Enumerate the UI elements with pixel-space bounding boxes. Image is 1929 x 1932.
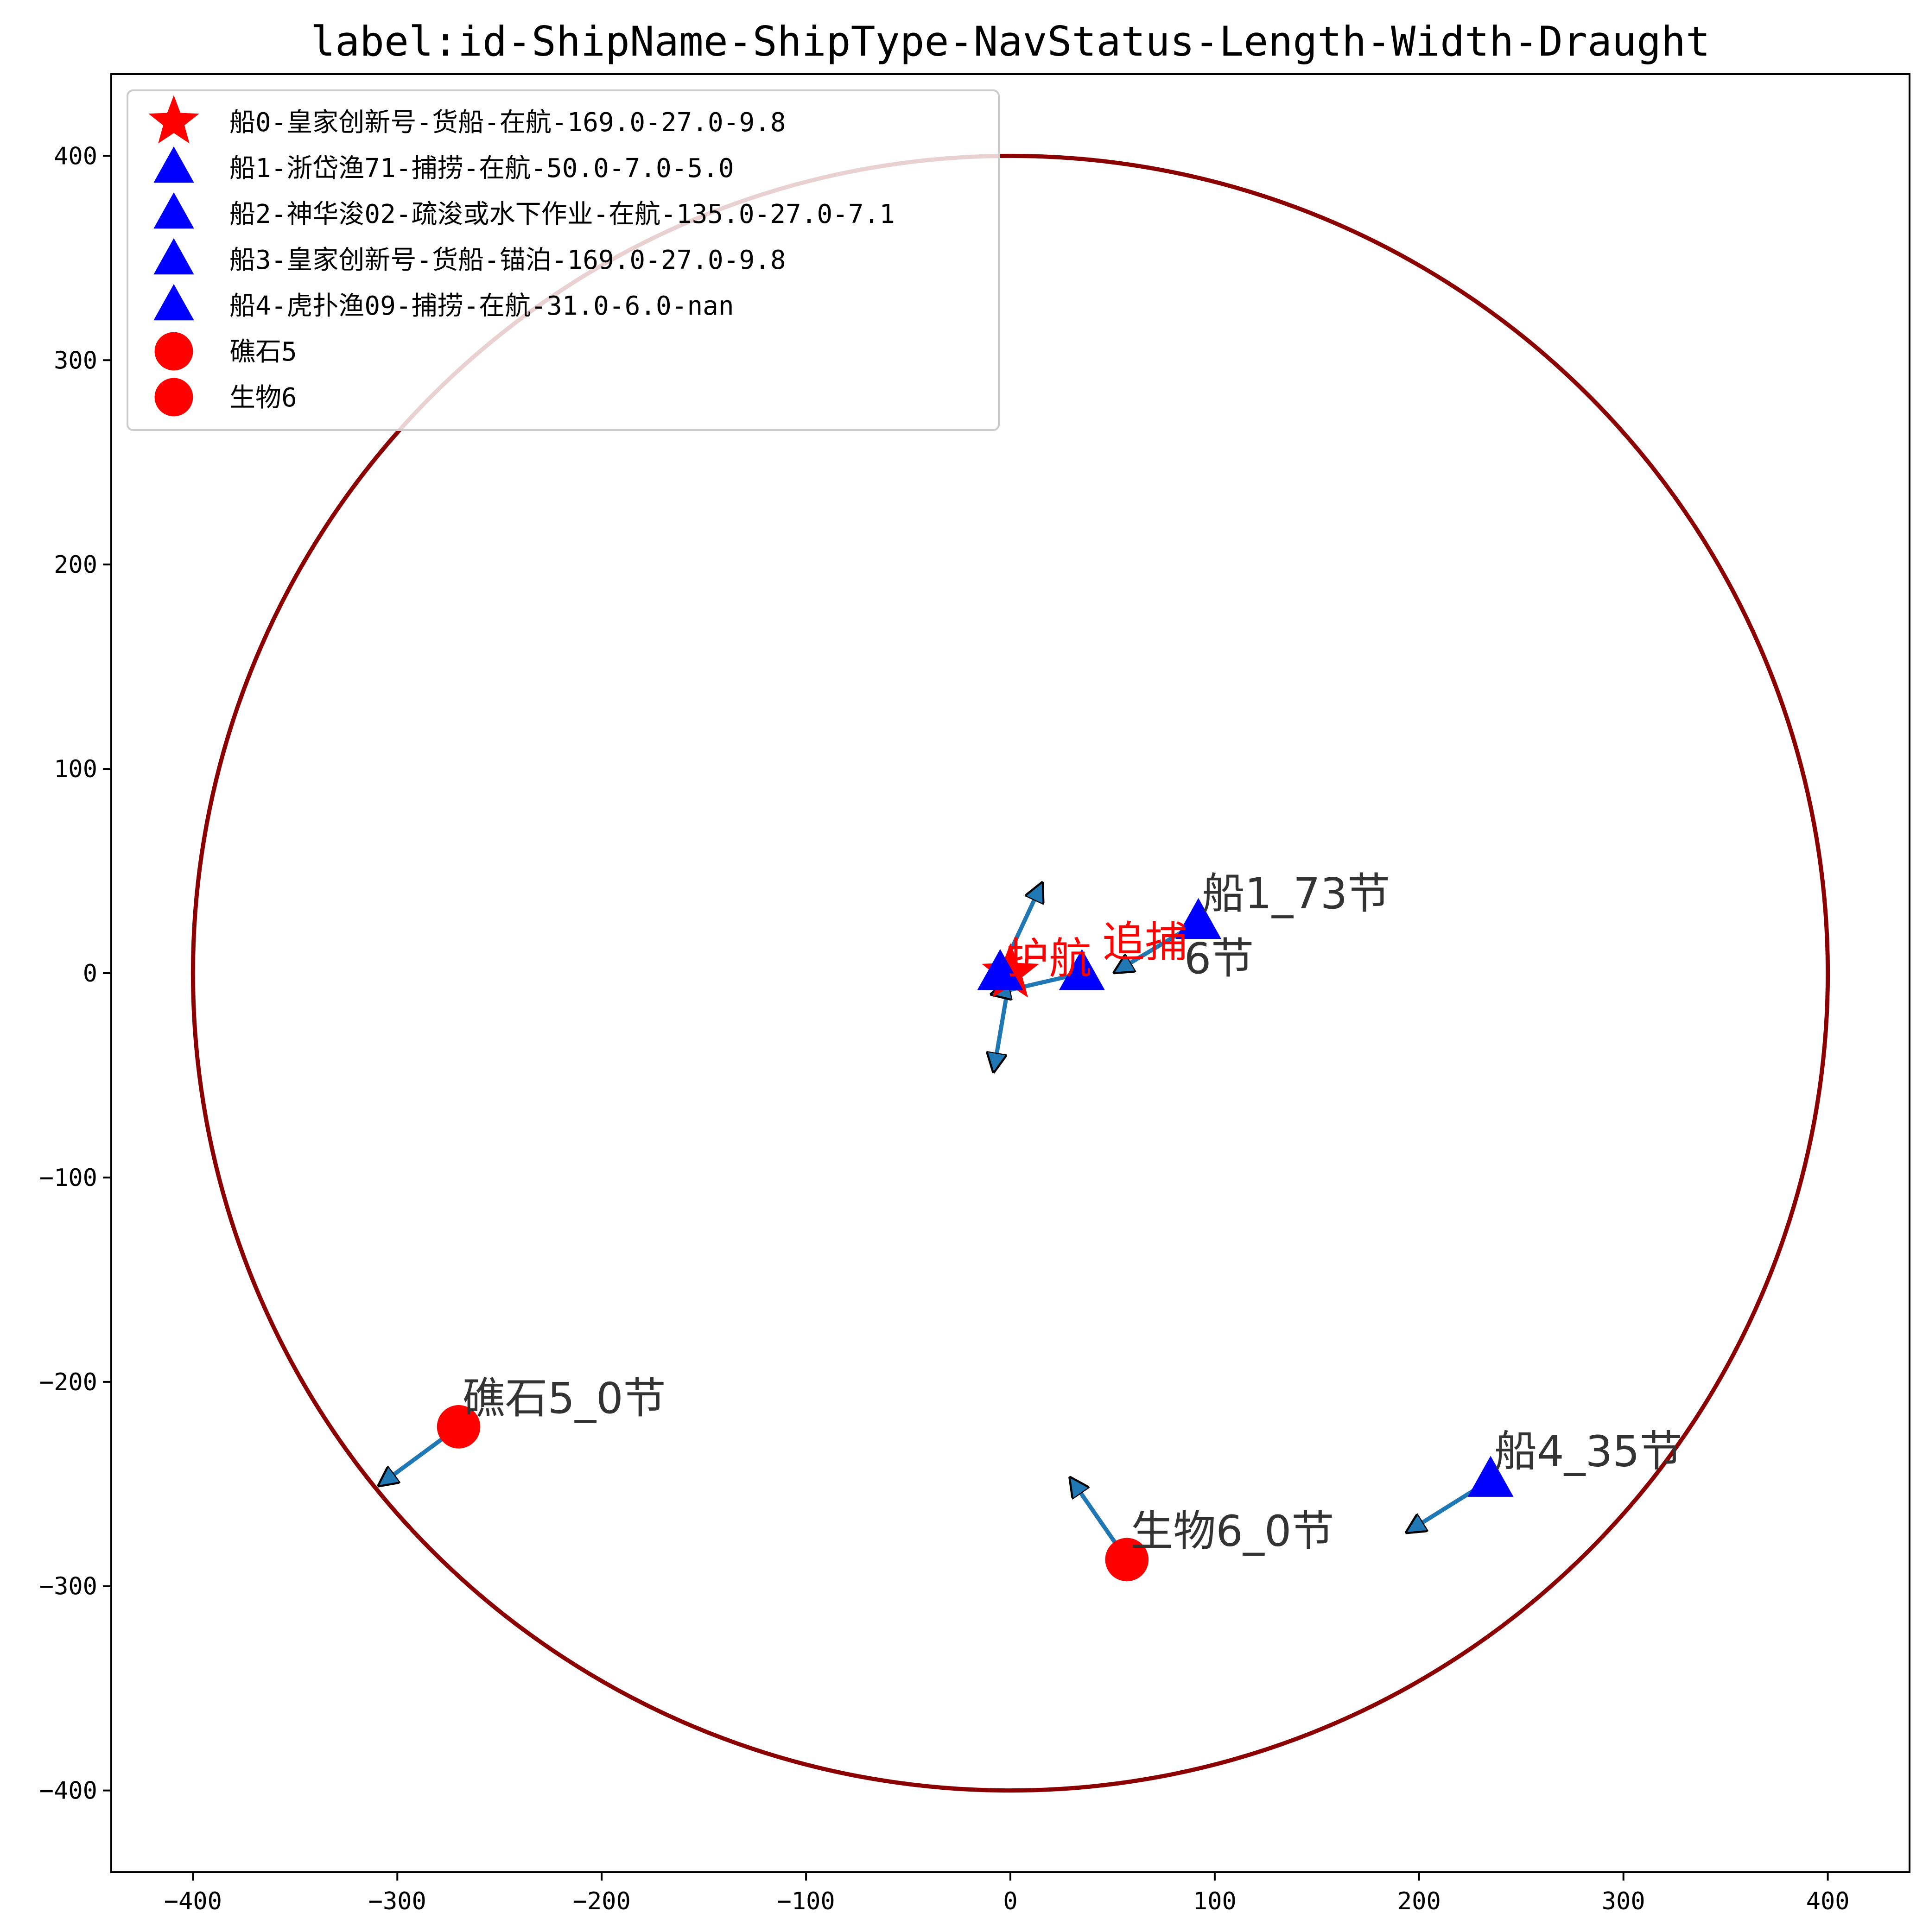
marker-ship3	[977, 949, 1023, 990]
marker-ship2	[1059, 949, 1105, 990]
legend-marker-4	[153, 284, 194, 321]
legend-entry-3: 船3-皇家创新号-货船-锚泊-169.0-27.0-9.8	[229, 245, 786, 275]
y-tick-label: −100	[39, 1164, 97, 1192]
y-tick-label: 200	[54, 551, 97, 579]
legend-entry-6: 生物6	[229, 383, 297, 413]
marker-reef5	[437, 1405, 481, 1449]
point-label-ship4: 船4_35节	[1494, 1426, 1682, 1476]
legend-entry-1: 船1-浙岱渔71-捕捞-在航-50.0-7.0-5.0	[229, 153, 734, 184]
legend-marker-0	[148, 95, 199, 144]
legend-marker-2	[153, 192, 194, 229]
x-tick-label: 0	[1003, 1888, 1017, 1915]
legend-marker-1	[153, 146, 194, 183]
y-tick-label: −400	[39, 1777, 97, 1805]
x-tick-label: −300	[368, 1888, 426, 1915]
legend-entry-0: 船0-皇家创新号-货船-在航-169.0-27.0-9.8	[229, 108, 786, 138]
legend: 船0-皇家创新号-货船-在航-169.0-27.0-9.8 船1-浙岱渔71-捕捞…	[127, 89, 1000, 431]
x-tick-label: −200	[573, 1888, 631, 1915]
range-circle	[190, 153, 1830, 1793]
plot-area: −400 −300 −200 −100 0 100 200 300 400 −400 −300 −20…	[39, 73, 1910, 1915]
legend-box	[127, 89, 1000, 431]
y-tick-label: 300	[54, 347, 97, 374]
annotation-0: 追捕	[1102, 918, 1187, 967]
y-tick-label: 100	[54, 755, 97, 783]
legend-marker-6	[154, 378, 193, 417]
legend-entry-5: 礁石5	[229, 337, 297, 367]
annotation-2: 护航	[1006, 934, 1091, 983]
y-tick-label: 400	[54, 142, 97, 170]
x-tick-label: 400	[1806, 1888, 1850, 1915]
chart-title: label:id-ShipName-ShipType-NavStatus-Len…	[311, 18, 1710, 65]
legend-marker-3	[153, 238, 194, 275]
point-label-ship1: 船1_73节	[1202, 869, 1390, 918]
x-tick-label: −100	[777, 1888, 835, 1915]
legend-entry-2: 船2-神华浚02-疏浚或水下作业-在航-135.0-27.0-7.1	[229, 199, 895, 229]
point-label-reef5: 礁石5_0节	[463, 1374, 666, 1423]
y-tick-label: 0	[83, 960, 97, 988]
x-tick-label: −400	[164, 1888, 222, 1915]
y-tick-label: −300	[39, 1573, 97, 1601]
x-tick-label: 200	[1397, 1888, 1441, 1915]
marker-ship1	[1175, 898, 1222, 939]
x-tick-label: 300	[1602, 1888, 1645, 1915]
marker-bio6	[1105, 1538, 1149, 1582]
x-tick-label: 100	[1193, 1888, 1237, 1915]
legend-marker-5	[154, 332, 193, 371]
point-label-bio6: 生物6_0节	[1130, 1506, 1334, 1556]
y-tick-label: −200	[39, 1368, 97, 1396]
marker-ship4	[1467, 1456, 1514, 1497]
annotation-1: 6节	[1184, 934, 1254, 983]
legend-entry-4: 船4-虎扑渔09-捕捞-在航-31.0-6.0-nan	[229, 291, 734, 321]
